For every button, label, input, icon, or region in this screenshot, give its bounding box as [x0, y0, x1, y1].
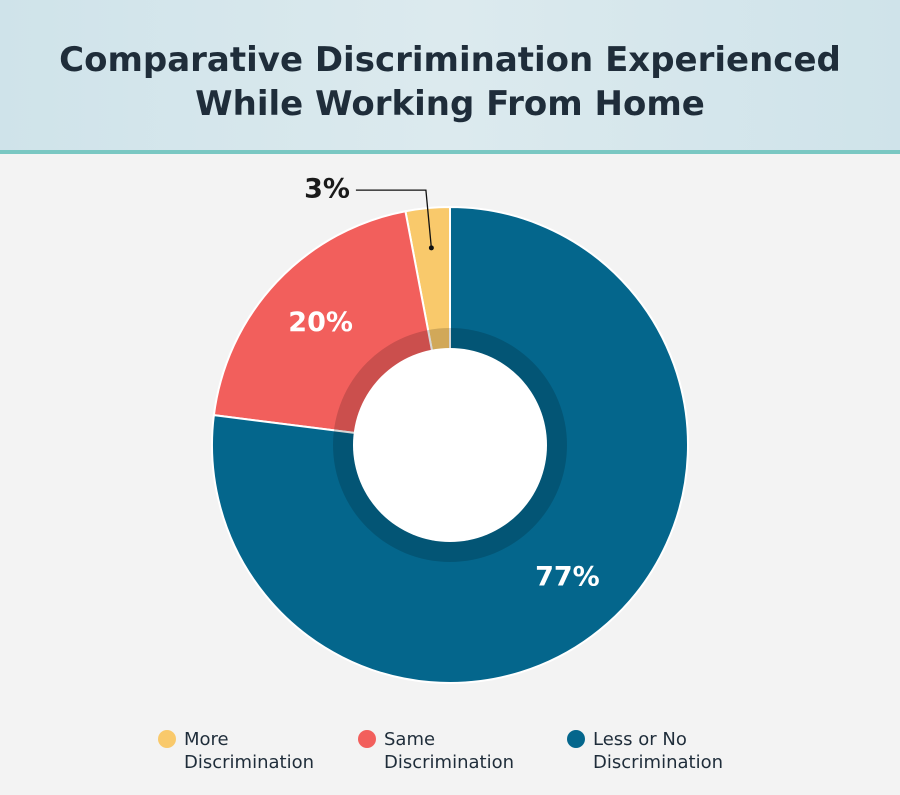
legend-label: More Discrimination [184, 729, 314, 773]
legend-item: More Discrimination [158, 728, 334, 774]
legend-label: Less or No Discrimination [593, 729, 723, 773]
legend-item: Less or No Discrimination [567, 728, 743, 774]
legend-label: Same Discrimination [384, 729, 514, 773]
donut-hole [353, 348, 547, 542]
legend-marker [358, 730, 376, 748]
header: Comparative Discrimination Experienced W… [0, 0, 900, 154]
chart-title: Comparative Discrimination Experienced W… [59, 40, 841, 124]
value-label: 3% [304, 174, 350, 205]
legend-marker [567, 730, 585, 748]
legend-item: Same Discrimination [358, 728, 534, 774]
value-label: 77% [535, 562, 600, 593]
legend-marker [158, 730, 176, 748]
leader-line [355, 189, 433, 248]
value-label: 20% [288, 307, 353, 338]
chart: 3% 20% 77% [211, 174, 689, 684]
